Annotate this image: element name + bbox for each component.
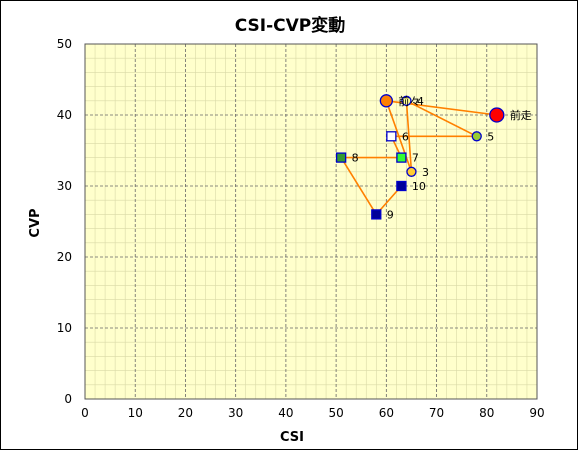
series-segment [340, 157, 377, 215]
point-label: 7 [412, 152, 419, 165]
point-label: 4 [417, 95, 424, 108]
data-point [371, 209, 382, 220]
point-label: 9 [387, 208, 394, 221]
point-label: 8 [352, 152, 359, 165]
x-tick-label: 30 [228, 406, 243, 420]
x-tick-label: 60 [379, 406, 394, 420]
data-point [401, 95, 412, 106]
y-tick-label: 0 [64, 392, 72, 406]
x-tick-label: 10 [128, 406, 143, 420]
x-tick-label: 80 [479, 406, 494, 420]
x-tick-label: 90 [529, 406, 544, 420]
y-tick-label: 10 [57, 321, 72, 335]
chart-title: CSI-CVP変動 [234, 16, 346, 36]
point-label: 10 [412, 180, 426, 193]
x-tick-label: 0 [81, 406, 89, 420]
data-point [335, 152, 347, 163]
x-tick-label: 40 [278, 406, 293, 420]
point-label: 6 [402, 130, 409, 143]
data-point [396, 180, 407, 192]
y-tick-label: 40 [57, 108, 72, 122]
x-axis-label: CSI [280, 430, 304, 445]
x-tick-label: 50 [328, 406, 343, 420]
point-label: 3 [422, 166, 429, 179]
series-segment [406, 100, 478, 138]
point-label: 前々 [398, 94, 420, 108]
y-tick-label: 30 [57, 179, 72, 193]
plot-border [84, 43, 538, 400]
x-tick-label: 70 [429, 406, 444, 420]
point-label: 前走 [510, 108, 532, 122]
data-point [396, 152, 407, 163]
point-label: 5 [487, 130, 494, 143]
data-point [386, 131, 397, 142]
y-axis-label: CVP [28, 208, 43, 237]
data-point [406, 166, 417, 177]
x-tick-label: 20 [178, 406, 193, 420]
data-point [489, 107, 505, 123]
data-point [379, 94, 393, 108]
y-tick-label: 50 [57, 37, 72, 51]
plot-area [85, 44, 537, 399]
data-point [471, 131, 482, 142]
y-tick-label: 20 [57, 250, 72, 264]
